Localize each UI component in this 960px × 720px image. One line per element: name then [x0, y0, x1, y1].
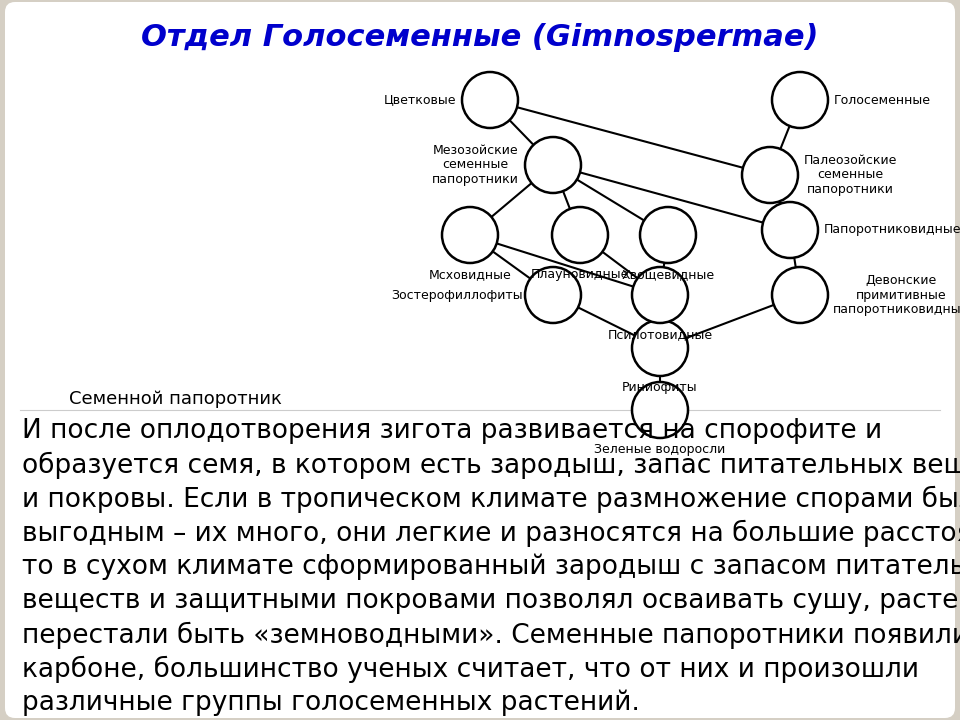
Circle shape	[632, 320, 688, 376]
Text: Палеозойские
семенные
папоротники: Палеозойские семенные папоротники	[804, 153, 898, 197]
Circle shape	[525, 137, 581, 193]
Circle shape	[762, 202, 818, 258]
Text: Хвощевидные: Хвощевидные	[621, 268, 714, 281]
Text: Мезозойские
семенные
папоротники: Мезозойские семенные папоротники	[432, 143, 519, 186]
Text: образуется семя, в котором есть зародыш, запас питательных веществ: образуется семя, в котором есть зародыш,…	[22, 452, 960, 480]
Circle shape	[632, 382, 688, 438]
Text: Плауновидные: Плауновидные	[531, 268, 629, 281]
Text: Девонские
примитивные
папоротниковидные: Девонские примитивные папоротниковидные	[833, 274, 960, 317]
Circle shape	[742, 147, 798, 203]
Text: Цветковые: Цветковые	[383, 94, 456, 107]
Text: то в сухом климате сформированный зародыш с запасом питательных: то в сухом климате сформированный зароды…	[22, 554, 960, 580]
Text: и покровы. Если в тропическом климате размножение спорами было: и покровы. Если в тропическом климате ра…	[22, 486, 960, 513]
Text: Псилотовидные: Псилотовидные	[608, 328, 712, 341]
Text: перестали быть «земноводными». Семенные папоротники появились в: перестали быть «земноводными». Семенные …	[22, 622, 960, 649]
Text: выгодным – их много, они легкие и разносятся на большие расстояния,: выгодным – их много, они легкие и разнос…	[22, 520, 960, 547]
Circle shape	[772, 72, 828, 128]
Text: И после оплодотворения зигота развивается на спорофите и: И после оплодотворения зигота развиваетс…	[22, 418, 882, 444]
Circle shape	[442, 207, 498, 263]
Text: веществ и защитными покровами позволял осваивать сушу, растения: веществ и защитными покровами позволял о…	[22, 588, 960, 614]
Circle shape	[640, 207, 696, 263]
Circle shape	[462, 72, 518, 128]
Circle shape	[525, 267, 581, 323]
Text: Отдел Голосеменные (Gimnospermae): Отдел Голосеменные (Gimnospermae)	[141, 24, 819, 53]
Circle shape	[772, 267, 828, 323]
Text: Семенной папоротник: Семенной папоротник	[68, 390, 281, 408]
Circle shape	[632, 267, 688, 323]
Circle shape	[552, 207, 608, 263]
Text: Зостерофиллофиты: Зостерофиллофиты	[392, 289, 523, 302]
Text: карбоне, большинство ученых считает, что от них и произошли: карбоне, большинство ученых считает, что…	[22, 656, 919, 683]
Text: различные группы голосеменных растений.: различные группы голосеменных растений.	[22, 690, 640, 716]
Text: Риниофиты: Риниофиты	[622, 381, 698, 394]
Text: Папоротниковидные: Папоротниковидные	[824, 223, 960, 236]
Text: Мсховидные: Мсховидные	[428, 268, 512, 281]
Text: Зеленые водоросли: Зеленые водоросли	[594, 443, 726, 456]
Text: Голосеменные: Голосеменные	[834, 94, 931, 107]
FancyBboxPatch shape	[5, 2, 955, 718]
